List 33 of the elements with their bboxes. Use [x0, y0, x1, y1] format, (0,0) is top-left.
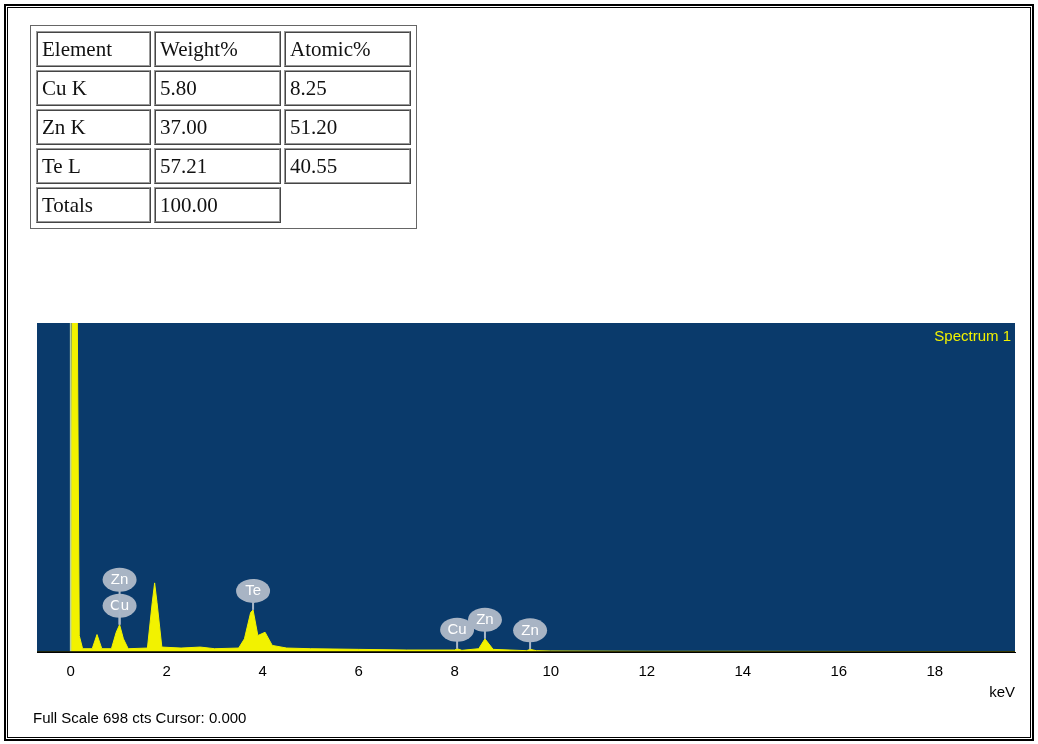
x-tick-label: 4: [258, 662, 267, 680]
annotation: Cu: [447, 619, 467, 637]
text: Totals: [36, 187, 151, 223]
x-axis-title: keV: [989, 683, 1015, 701]
x-tick-label: 18: [926, 662, 944, 680]
text: 51.20: [284, 109, 411, 145]
x-tick-label: 12: [638, 662, 656, 680]
x-tick-label: 8: [450, 662, 459, 680]
text: 40.55: [284, 148, 411, 184]
text: 5.80: [154, 70, 281, 106]
text: Cu K: [36, 70, 151, 106]
text: Te L: [36, 148, 151, 184]
x-tick-label: 14: [734, 662, 752, 680]
text: Spectrum 1: [934, 326, 1011, 344]
text: 100.00: [154, 187, 281, 223]
x-tick-label: 16: [830, 662, 848, 680]
text: Weight%: [154, 31, 281, 67]
x-tick-label: 2: [162, 662, 171, 680]
x-tick-label: 10: [542, 662, 560, 680]
annotation: Zn: [476, 609, 494, 627]
text: Zn K: [36, 109, 151, 145]
annotation: Te: [245, 581, 261, 599]
x-tick-label: 0: [66, 662, 75, 680]
text: Full Scale 698 cts Cursor: 0.000: [33, 708, 247, 726]
annotation: Zn: [110, 569, 129, 587]
annotation: Cu: [109, 595, 130, 613]
annotation: Zn: [521, 620, 539, 638]
text: 57.21: [154, 148, 281, 184]
text: 8.25: [284, 70, 411, 106]
x-tick-label: 6: [354, 662, 363, 680]
text: Element: [36, 31, 151, 67]
text: 37.00: [154, 109, 281, 145]
text: Atomic%: [284, 31, 411, 67]
